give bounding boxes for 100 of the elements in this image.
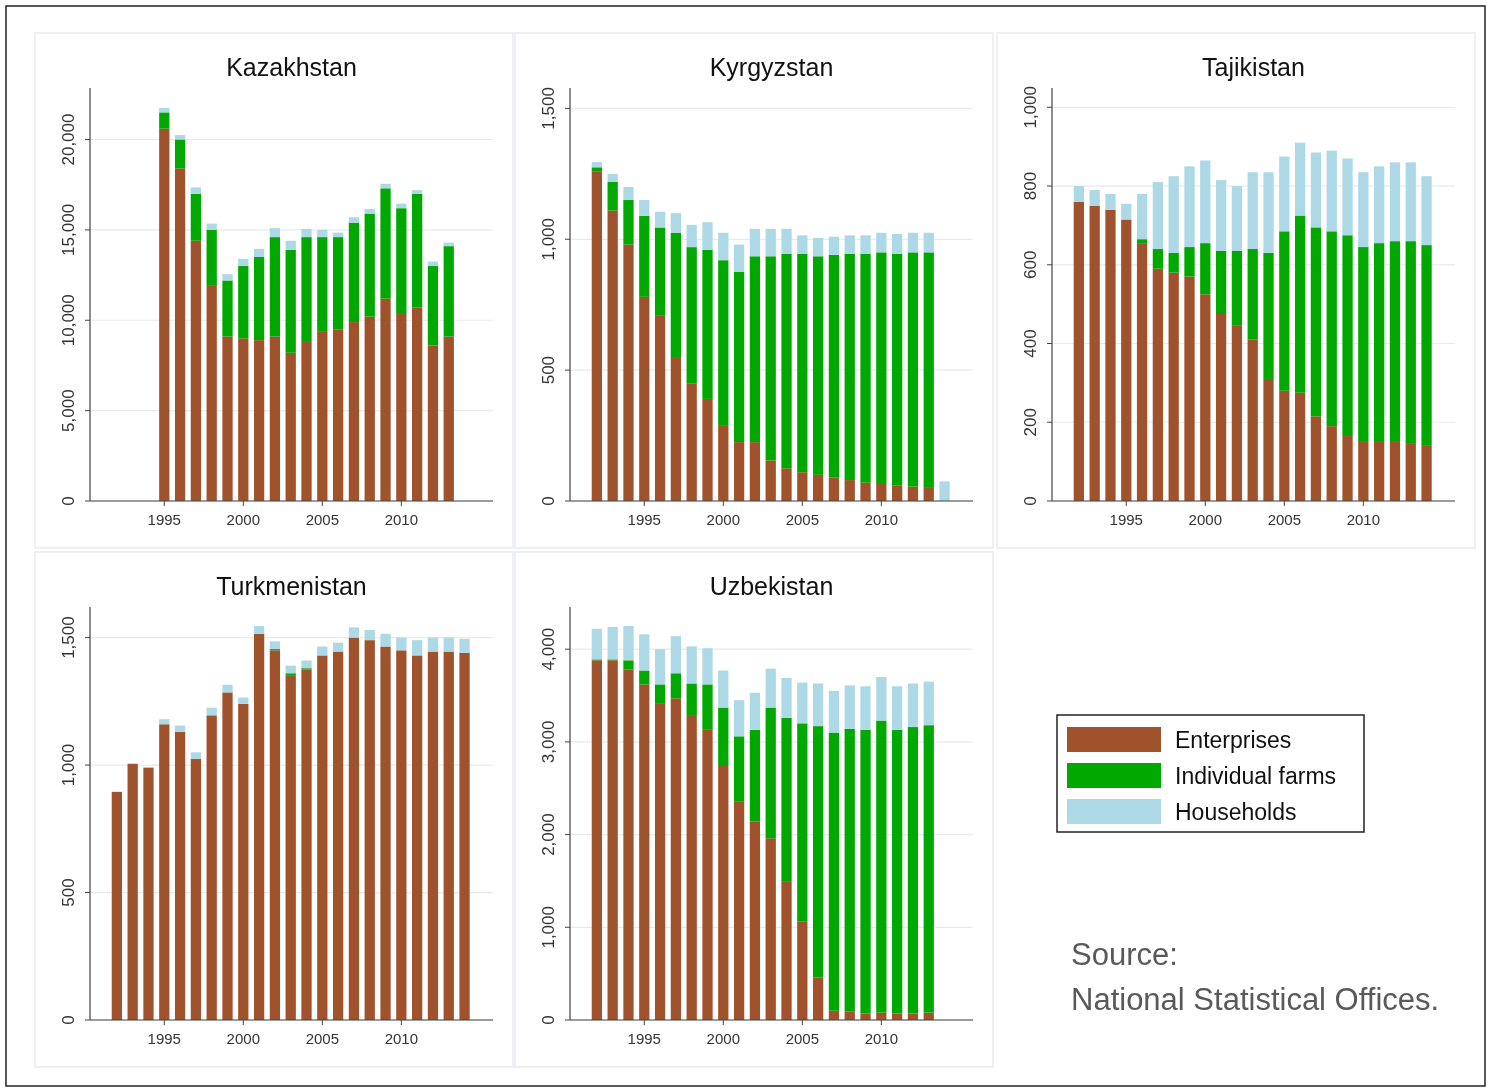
bar (623, 660, 634, 670)
bar (860, 235, 871, 254)
bar (380, 646, 391, 1020)
bar (828, 477, 840, 501)
bar (396, 208, 407, 314)
bar (876, 483, 887, 501)
bar (1231, 251, 1243, 326)
y-tick-label: 15,000 (59, 203, 78, 256)
bar (111, 791, 122, 1020)
bar (364, 640, 375, 1020)
bar (844, 728, 855, 1012)
bar (654, 211, 666, 228)
bar (607, 210, 618, 501)
x-tick-label: 2010 (864, 1030, 899, 1047)
bar (702, 684, 713, 730)
bar (285, 240, 296, 250)
bar (828, 236, 840, 255)
bar (317, 229, 328, 238)
bar (923, 232, 934, 253)
bar (1168, 252, 1179, 273)
bar (765, 707, 776, 839)
bar (443, 246, 454, 337)
bar (159, 112, 170, 129)
bar (380, 633, 391, 647)
bar (1279, 156, 1290, 232)
x-tick-label: 2010 (384, 511, 419, 528)
bar (1152, 182, 1164, 250)
bar (876, 252, 887, 484)
bar (222, 336, 233, 501)
bar (812, 683, 824, 727)
bar (1279, 231, 1290, 391)
bar (670, 232, 682, 358)
legend-label: Enterprises (1175, 727, 1292, 753)
bar (1374, 441, 1385, 501)
bar (876, 676, 887, 721)
y-tick-label: 10,000 (59, 294, 78, 347)
y-tick-label: 1,000 (539, 218, 558, 261)
bar (639, 684, 650, 1020)
bar (781, 881, 792, 1020)
bar (348, 627, 360, 638)
bar (443, 336, 454, 501)
x-tick-label: 2010 (1346, 511, 1381, 528)
bar (1421, 445, 1432, 501)
bar (1089, 189, 1100, 206)
bar (143, 767, 154, 1020)
bar (238, 338, 249, 501)
bar (765, 460, 776, 501)
bar (1326, 150, 1337, 232)
y-tick-label: 4,000 (539, 627, 558, 671)
bar (1152, 268, 1164, 501)
bar (301, 237, 312, 342)
bar (1121, 219, 1132, 501)
bar (639, 215, 650, 297)
x-tick-label: 2005 (785, 1030, 820, 1047)
bar (828, 732, 840, 1011)
bar (1247, 339, 1258, 501)
bar (812, 256, 824, 475)
bar (828, 690, 840, 733)
bar (1310, 152, 1322, 228)
x-tick-label: 2000 (1188, 511, 1222, 528)
bar (686, 646, 697, 684)
bar (427, 651, 439, 1020)
bar (607, 173, 618, 182)
x-tick-label: 2005 (305, 511, 340, 528)
bar (765, 256, 776, 461)
bar (348, 222, 360, 323)
source-note: Source: (1071, 937, 1178, 972)
bar (285, 673, 296, 676)
x-tick-label: 2010 (384, 1030, 419, 1047)
legend-label: Individual farms (1175, 763, 1337, 789)
bar (206, 715, 217, 1020)
bar (733, 736, 745, 802)
x-tick-label: 2000 (226, 511, 260, 528)
bar (412, 655, 423, 1020)
bar (765, 838, 776, 1020)
bar (907, 252, 919, 487)
bar (844, 685, 855, 729)
bar (396, 637, 407, 651)
bar (317, 237, 328, 332)
bar (1200, 243, 1211, 295)
bar (749, 729, 761, 822)
bar (269, 228, 281, 238)
bar (301, 228, 312, 238)
y-tick-label: 5,000 (59, 389, 78, 432)
bar (1184, 276, 1195, 501)
bar (591, 171, 602, 501)
bar (174, 134, 186, 140)
bar (190, 758, 202, 1020)
chart-title: Tajikistan (1202, 53, 1305, 81)
bar (607, 181, 618, 211)
bar (718, 670, 729, 708)
bar (174, 139, 186, 169)
y-tick-label: 3,000 (539, 720, 558, 764)
bar (222, 280, 233, 337)
bar (686, 247, 697, 384)
bar (1405, 443, 1416, 501)
bar (317, 655, 328, 1020)
bar (127, 763, 138, 1020)
bar (654, 649, 666, 685)
bar (190, 752, 202, 759)
